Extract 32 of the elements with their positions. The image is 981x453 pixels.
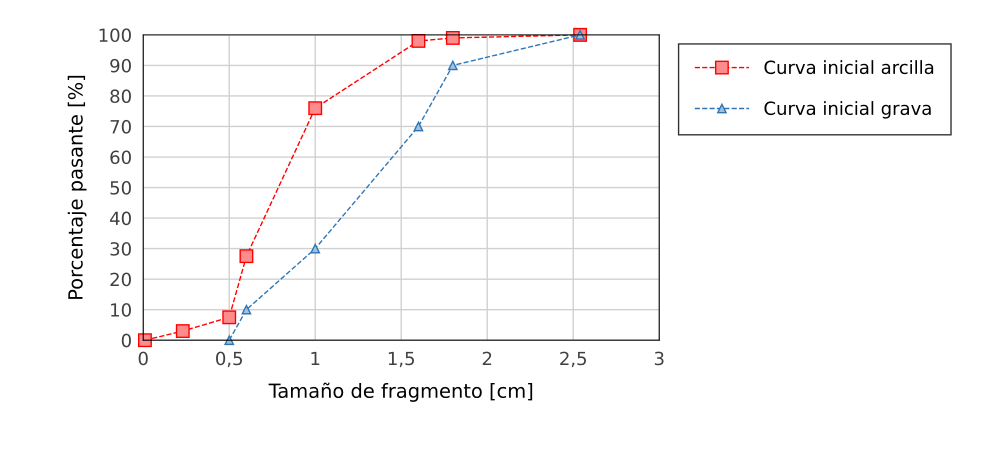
y-tick-label: 60 bbox=[110, 150, 131, 164]
y-axis-title: Porcentaje pasante [%] bbox=[68, 76, 87, 299]
point bbox=[411, 34, 426, 48]
y-tick-label: 90 bbox=[110, 58, 131, 73]
point bbox=[310, 244, 320, 254]
point bbox=[414, 122, 424, 132]
x-tick-label: 1,5 bbox=[388, 352, 414, 368]
y-tick-label: 100 bbox=[100, 28, 131, 42]
y-tick-label: 20 bbox=[110, 272, 131, 286]
y-tick-label: 50 bbox=[110, 181, 131, 195]
x-axis-title: Tamaño de fragmento [cm] bbox=[268, 382, 532, 402]
x-tick-label: 2 bbox=[482, 352, 492, 366]
legend-label: Curva inicial grava bbox=[764, 101, 931, 119]
y-tick-label: 80 bbox=[110, 89, 131, 104]
x-tick-label: 1 bbox=[311, 352, 320, 366]
x-tick-label: 2,5 bbox=[560, 352, 586, 368]
point bbox=[242, 304, 252, 315]
point bbox=[176, 324, 190, 338]
y-tick-label: 0 bbox=[122, 334, 131, 348]
point bbox=[239, 249, 254, 264]
point bbox=[448, 60, 458, 70]
point bbox=[308, 101, 322, 116]
y-tick-label: 30 bbox=[110, 242, 131, 256]
legend-label: Curva inicial arcilla bbox=[764, 60, 934, 74]
point bbox=[222, 310, 236, 324]
y-tick-label: 70 bbox=[110, 120, 131, 134]
x-tick-label: 0,5 bbox=[216, 352, 242, 368]
point bbox=[446, 30, 460, 45]
x-tick-label: 3 bbox=[654, 352, 664, 366]
x-tick-label: 0 bbox=[138, 352, 148, 366]
y-tick-label: 10 bbox=[111, 303, 131, 317]
y-tick-label: 40 bbox=[110, 212, 131, 226]
